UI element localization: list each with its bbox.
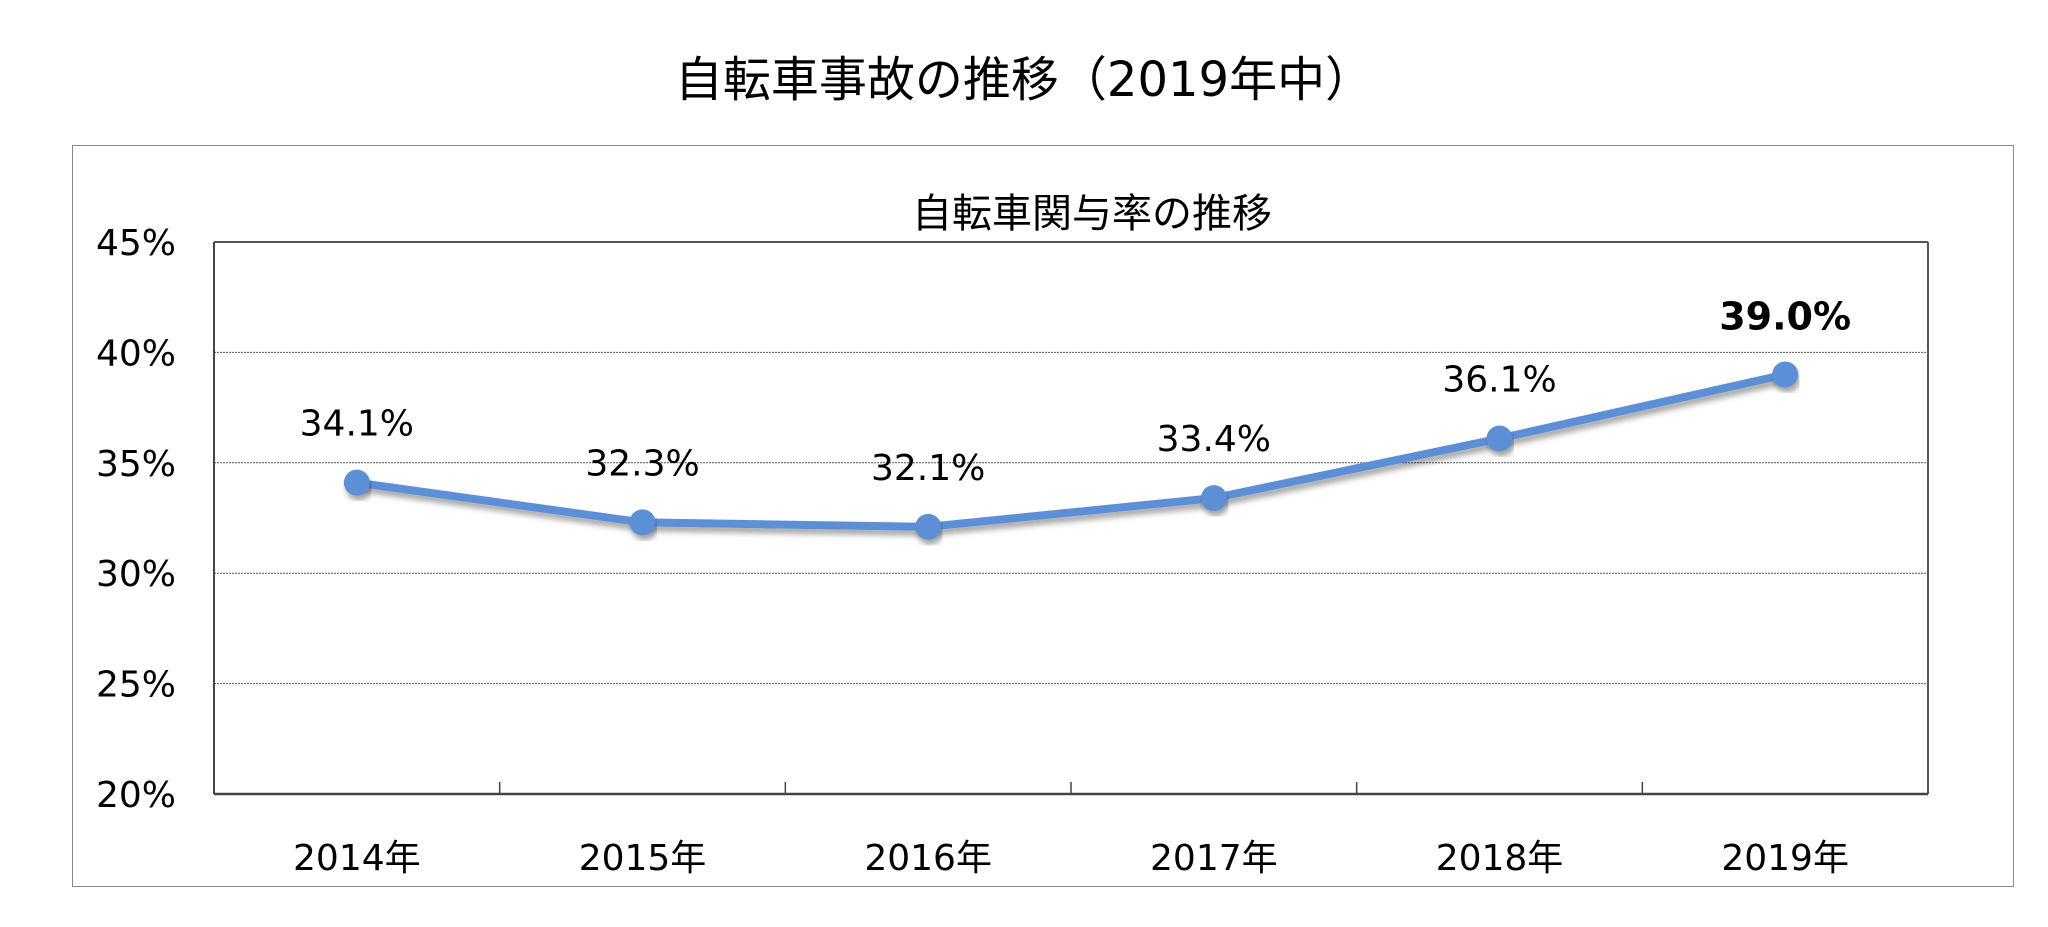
data-label: 32.1% <box>871 448 985 489</box>
data-point <box>1772 361 1799 388</box>
series <box>343 361 1799 540</box>
data-point <box>343 469 370 496</box>
data-point <box>629 509 656 536</box>
data-label: 39.0% <box>1719 294 1851 338</box>
y-tick-labels: 20% 25% 30% 35% 40% 45% <box>96 223 176 816</box>
x-tick-label: 2019年 <box>1721 838 1849 879</box>
y-tick-label: 35% <box>96 444 176 485</box>
data-label: 36.1% <box>1442 360 1556 401</box>
data-labels: 34.1% 32.3% 32.1% 33.4% 36.1% 39.0% <box>300 294 1851 488</box>
data-point <box>1486 425 1513 452</box>
y-tick-label: 20% <box>96 775 176 816</box>
gridlines <box>214 241 1928 685</box>
y-tick-label: 45% <box>96 223 176 264</box>
x-tick-label: 2014年 <box>293 838 421 879</box>
x-tick-label: 2016年 <box>864 838 992 879</box>
axes <box>213 241 1929 796</box>
data-label: 34.1% <box>300 404 414 445</box>
y-tick-label: 40% <box>96 333 176 374</box>
data-point <box>1200 485 1227 512</box>
x-tick-labels: 2014年 2015年 2016年 2017年 2018年 2019年 <box>293 838 1849 879</box>
x-tick-label: 2018年 <box>1436 838 1564 879</box>
page-title: 自転車事故の推移（2019年中） <box>674 52 1374 108</box>
data-label: 33.4% <box>1157 419 1271 460</box>
y-tick-label: 30% <box>96 554 176 595</box>
x-tick-label: 2015年 <box>579 838 707 879</box>
y-tick-label: 25% <box>96 665 176 706</box>
data-label: 32.3% <box>585 443 699 484</box>
chart-title: 自転車関与率の推移 <box>912 191 1272 237</box>
chart-frame <box>72 145 2014 887</box>
x-tick-label: 2017年 <box>1150 838 1278 879</box>
data-point <box>915 513 942 540</box>
series-line <box>352 370 1790 531</box>
